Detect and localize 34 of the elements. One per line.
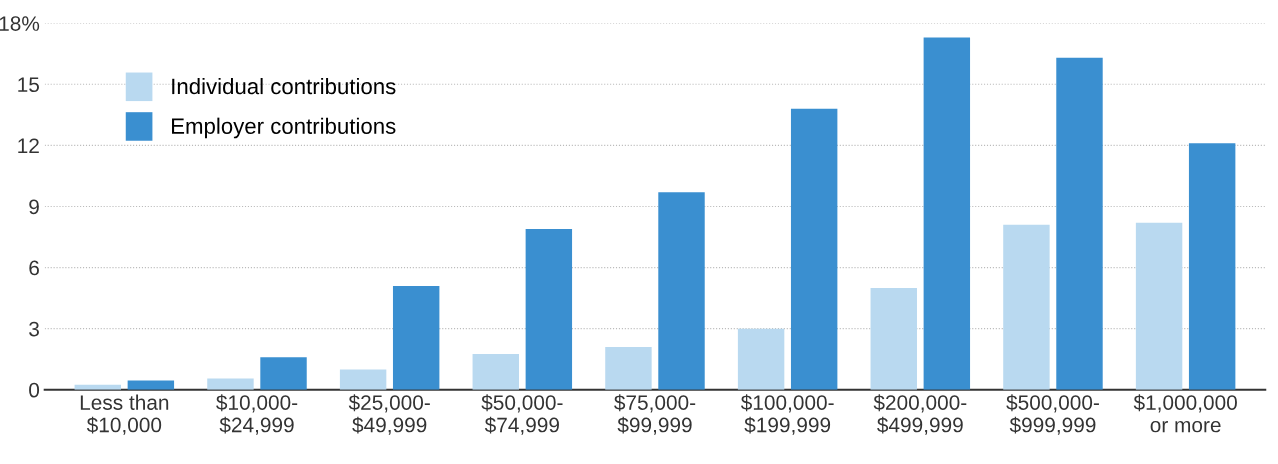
y-tick-label: 6 [29,260,39,276]
bar [923,37,971,390]
x-tick-label: $1,000,000 or more [1133,394,1237,433]
bar [605,346,652,390]
bar [1135,222,1183,390]
y-tick-label: 9 [29,199,39,215]
x-tick-label: $50,000- $74,999 [481,394,563,435]
y-tick-label: 12 [18,138,39,153]
bar [472,354,519,390]
bar [525,228,573,390]
bar [870,287,917,390]
x-tick-label: $200,000- $499,999 [873,394,967,435]
bar [658,192,705,390]
x-tick-label: $75,000- $99,999 [614,394,696,435]
bar [1188,143,1236,390]
bar [339,369,387,390]
y-tick-label: 18% [0,16,40,31]
legend-label: Individual contributions [172,77,396,95]
bar [1056,57,1103,390]
legend-label: Employer contributions [172,117,396,139]
x-tick-label: $25,000- $49,999 [348,394,430,435]
y-tick-label: 15 [18,77,39,93]
bar [790,108,838,390]
x-tick-label: $500,000- $999,999 [1006,394,1099,435]
bar [260,357,307,390]
x-tick-label: Less than $10,000 [80,394,169,435]
x-tick-label: $10,000- $24,999 [216,394,298,435]
y-tick-label: 0 [29,382,40,398]
y-tick-label: 3 [29,321,39,337]
bar [207,378,254,390]
x-tick-label: $100,000- $199,999 [740,394,834,435]
bar [392,285,440,390]
bar [737,328,785,390]
bar [1003,224,1050,390]
